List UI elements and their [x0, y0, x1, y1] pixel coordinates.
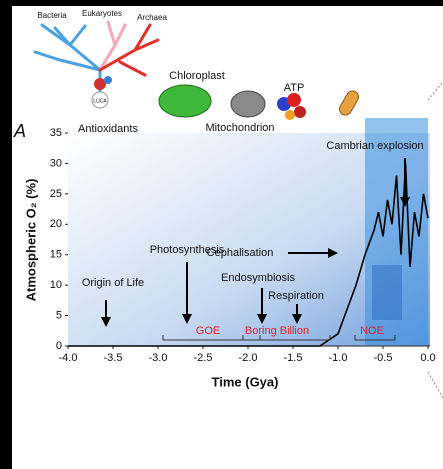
mitochondrion-icon	[231, 91, 265, 117]
annotation: Respiration	[268, 290, 324, 302]
tree-label: Eukaryotes	[82, 9, 122, 18]
y-tick-label: 0	[56, 340, 62, 352]
mitochondrion-label: Mitochondrion	[205, 122, 274, 134]
tree-label: Bacteria	[37, 11, 67, 20]
highlight-patch	[372, 265, 402, 320]
y-tick-label: 30	[50, 157, 62, 169]
tree-illustration	[35, 22, 158, 108]
x-tick-label: -4.0	[59, 352, 78, 364]
annotation: Endosymbiosis	[221, 272, 295, 284]
x-tick-label: -1.5	[284, 352, 303, 364]
x-tick-label: -1.0	[329, 352, 348, 364]
annotation: Cephalisation	[207, 247, 274, 259]
x-tick-label: -2.0	[239, 352, 258, 364]
bacterium-icon	[337, 89, 360, 118]
antioxidants-label: Antioxidants	[78, 123, 138, 135]
y-tick-label: 10	[50, 279, 62, 291]
chloroplast-icon	[159, 85, 211, 117]
y-tick-label: 25	[50, 188, 62, 200]
atp-label: ATP	[284, 82, 305, 94]
zoom-line	[428, 372, 443, 398]
zoom-line	[428, 82, 443, 100]
frame-top	[0, 0, 443, 6]
x-axis-label: Time (Gya)	[212, 374, 279, 389]
frame-left	[0, 0, 12, 469]
chloroplast-label: Chloroplast	[169, 70, 225, 82]
y-tick-label: 35	[50, 127, 62, 139]
x-tick-label: -3.5	[104, 352, 123, 364]
x-tick-label: 0.0	[420, 352, 435, 364]
x-tick-label: -0.5	[374, 352, 393, 364]
period-label: Boring Billion	[245, 325, 309, 337]
atp-icon	[277, 93, 306, 120]
y-tick-label: 20	[50, 218, 62, 230]
x-tick-label: -2.5	[194, 352, 213, 364]
panel-label: A	[13, 121, 26, 141]
period-label: GOE	[196, 325, 220, 337]
annotation: Cambrian explosion	[326, 140, 423, 152]
luca-label: LUCA	[93, 98, 107, 104]
tree-label: Archaea	[137, 13, 167, 22]
y-axis-label: Atmospheric O₂ (%)	[23, 179, 38, 302]
annotation: Origin of Life	[82, 277, 144, 289]
y-tick-label: 15	[50, 249, 62, 261]
y-tick-label: 5	[56, 309, 62, 321]
x-tick-label: -3.0	[149, 352, 168, 364]
period-label: NOE	[360, 325, 384, 337]
figure: Bacteria Eukaryotes Archaea LUCA Antioxi…	[0, 0, 443, 469]
